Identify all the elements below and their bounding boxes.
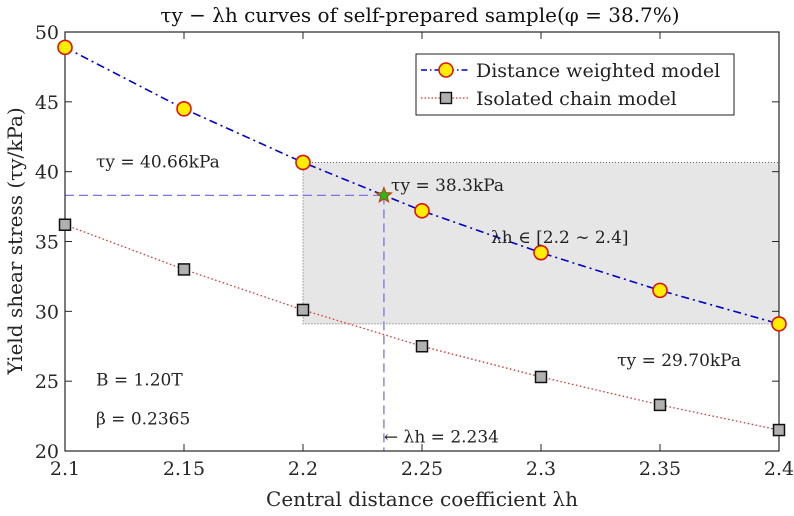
data-point-distance-weighted [414,202,430,219]
legend-marker-isolated [439,91,453,105]
annotation-lambda: ← λh = 2.234 [384,428,499,448]
data-point-isolated-chain [177,263,191,276]
legend-label-isolated: Isolated chain model [476,88,677,110]
legend-box [415,53,735,116]
annotation-tau-383: τy = 38.3kPa [391,176,504,196]
ticks-layer: 2.1 2.15 2.2 2.25 2.3 2.35 2.4 20 25 30 35 40 45 50 [35,22,794,480]
x-tick-label: 2.1 [50,458,80,480]
x-tick-label: 2.3 [526,458,556,480]
data-point-distance-weighted [533,244,549,261]
chart-title: τy − λh curves of self-prepared sample(φ… [160,3,679,27]
data-point-isolated-chain [534,370,548,384]
y-tick-label: 25 [35,371,59,393]
highlight-region-layer [302,161,780,325]
annotation-tau-2970: τy = 29.70kPa [617,351,741,371]
x-tick-label: 2.25 [401,458,443,480]
data-point-isolated-chain [653,398,667,412]
data-point-distance-weighted [57,39,73,56]
data-point-distance-weighted [176,101,192,117]
x-tick-label: 2.35 [639,458,681,480]
data-point-distance-weighted [771,316,787,332]
data-point-distance-weighted [652,282,668,299]
x-tick-label: 2.15 [163,458,205,480]
y-tick-label: 40 [35,162,59,184]
annotations-layer: τy = 40.66kPa τy = 38.3kPa λh ∈ [2.2 ∼ 2.4… [96,152,741,447]
data-point-isolated-chain [296,303,310,317]
highlight-point-star [374,186,393,204]
annotation-range: λh ∈ [2.2 ∼ 2.4] [491,228,629,248]
x-tick-label: 2.2 [288,458,318,480]
legend-marker-distance [438,62,454,78]
x-tick-label: 2.4 [764,458,794,480]
markers-layer [57,39,787,437]
x-axis-label: Central distance coefficient λh [266,487,578,511]
y-tick-label: 20 [35,441,59,463]
annotation-beta: β = 0.2365 [96,409,190,429]
data-point-distance-weighted [295,154,311,171]
legend: Distance weighted model Isolated chain m… [415,53,735,116]
y-tick-label: 50 [35,22,59,44]
y-tick-label: 45 [35,92,59,114]
legend-label-distance: Distance weighted model [476,60,720,82]
y-tick-label: 35 [35,232,59,254]
annotation-B: B = 1.20T [96,370,183,390]
highlight-region [302,161,780,325]
guide-lines-layer [65,194,385,451]
y-axis-label: Yield shear stress (τy/kPa) [3,107,27,375]
data-point-isolated-chain [772,423,786,437]
annotation-tau-4066: τy = 40.66kPa [96,152,220,172]
data-point-isolated-chain [58,218,72,231]
y-tick-label: 30 [35,301,59,323]
data-point-isolated-chain [415,340,429,353]
